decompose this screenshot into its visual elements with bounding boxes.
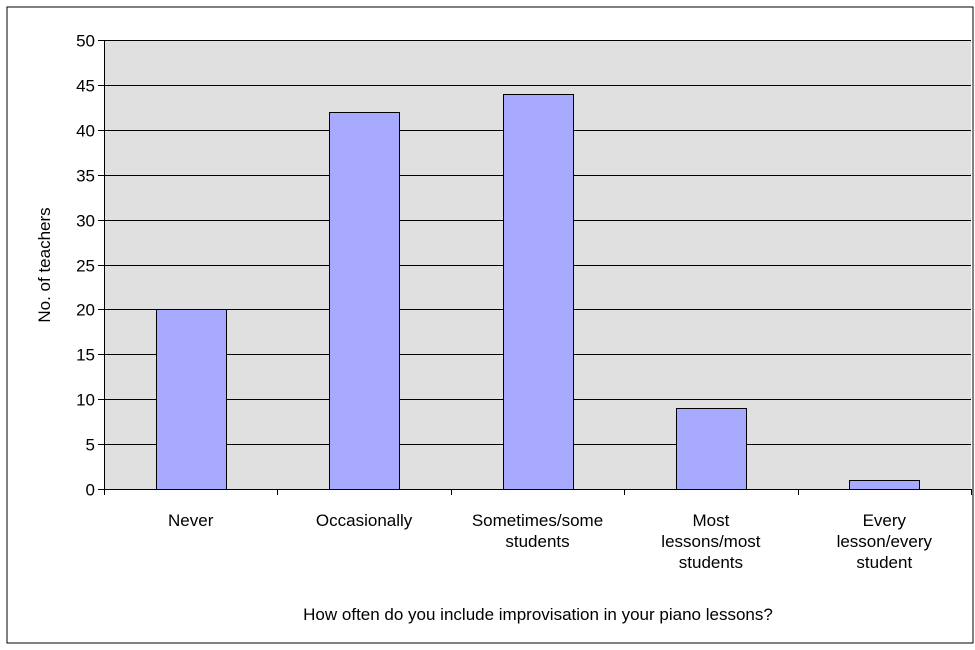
x-category-label: Every lesson/every student [837,511,933,572]
x-axis-title: How often do you include improvisation i… [303,605,773,624]
x-category-label-line: Most [692,511,729,530]
x-category-label-line: Occasionally [316,511,413,530]
x-category-label-line: Never [168,511,214,530]
bar [503,94,574,490]
x-category-label-line: lesson/every [837,532,933,551]
bar [849,480,920,490]
y-tick-label: 5 [86,436,95,455]
y-axis-title: No. of teachers [35,207,54,322]
y-tick-label: 10 [76,391,95,410]
x-category-label-line: students [505,532,569,551]
y-tick-label: 20 [76,301,95,320]
bar [676,408,747,490]
x-category-label-line: Every [863,511,907,530]
bar [329,112,400,490]
y-tick-label: 40 [76,122,95,141]
x-category-label: Occasionally [316,511,413,530]
x-category-label: Sometimes/some students [472,511,603,551]
x-category-label-line: students [679,553,743,572]
y-tick-label: 0 [86,481,95,500]
y-tick-label: 30 [76,212,95,231]
axes [98,40,972,495]
y-tick-labels: 0 5 10 15 20 25 30 35 40 45 50 [76,32,95,500]
y-tick-label: 50 [76,32,95,51]
y-tick-label: 45 [76,77,95,96]
y-tick-label: 25 [76,257,95,276]
x-category-label-line: Sometimes/some [472,511,603,530]
y-tick-label: 15 [76,346,95,365]
x-category-label: Most lessons/most students [661,511,760,572]
x-category-label-line: lessons/most [661,532,760,551]
x-category-labels: Never Occasionally Sometimes/some studentsM… [168,511,932,572]
bar [156,309,227,490]
y-tick-label: 35 [76,167,95,186]
x-category-label-line: student [856,553,912,572]
x-category-label: Never [168,511,214,530]
bars [156,94,920,490]
